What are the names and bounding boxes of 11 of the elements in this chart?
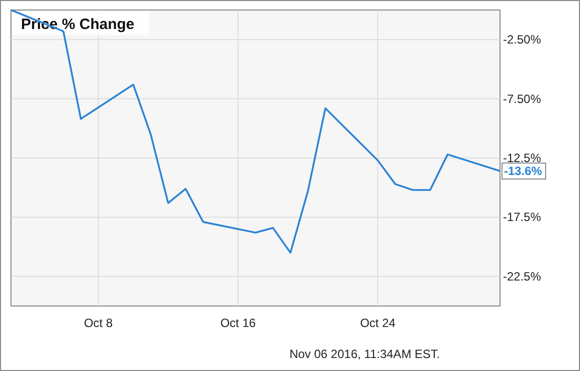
x-tick-label: Oct 16: [220, 316, 256, 330]
y-tick-label: -7.50%: [503, 92, 542, 106]
y-tick-label: -12.5%: [503, 151, 542, 165]
x-tick-label: Oct 24: [360, 316, 396, 330]
line-series: [10, 9, 501, 254]
y-tick-label: -22.5%: [503, 269, 542, 284]
y-tick-label: -17.5%: [503, 210, 542, 224]
y-tick-label: -2.50%: [503, 32, 542, 47]
x-tick-label: Oct 8: [84, 316, 113, 330]
data-label: -13.6%: [504, 164, 542, 178]
text: Nov 06 2016, 11:34AM EST.: [289, 347, 440, 361]
